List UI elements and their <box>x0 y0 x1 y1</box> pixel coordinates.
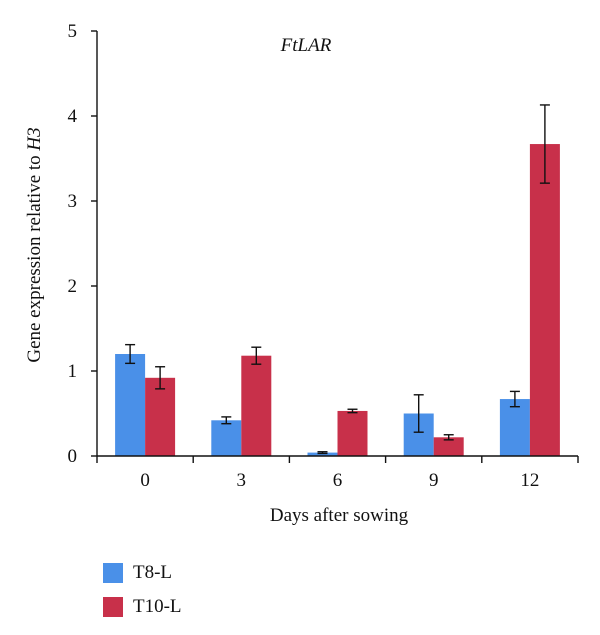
legend-label-t8-l: T8-L <box>133 562 173 583</box>
x-axis-label: Days after sowing <box>270 505 409 526</box>
bar-t10-l-day-6 <box>337 410 368 456</box>
y-axis-label: Gene expression relative to H3 <box>24 127 45 362</box>
y-tick-label-4: 4 <box>68 106 78 127</box>
legend-swatch-t10-l <box>103 597 123 617</box>
bar-t8-l-day-3 <box>211 420 242 456</box>
y-axis-label-text: Gene expression relative to <box>24 151 45 363</box>
bar-t10-l-day-9 <box>433 437 464 456</box>
y-tick-label-2: 2 <box>68 276 78 297</box>
bar-t8-l-day-0 <box>115 354 146 456</box>
y-tick-label-0: 0 <box>68 446 78 467</box>
y-tick-label-3: 3 <box>68 191 78 212</box>
x-tick-label-0: 0 <box>140 470 150 491</box>
bar-t10-l-day-0 <box>145 377 176 456</box>
y-tick-label-1: 1 <box>68 361 78 382</box>
bar-t10-l-day-12 <box>529 144 560 457</box>
bar-t8-l-day-12 <box>499 399 530 456</box>
y-axis-label-gene: H3 <box>24 127 45 151</box>
legend-swatch-t8-l <box>103 563 123 583</box>
x-tick-label-12: 12 <box>520 470 539 491</box>
bar-t10-l-day-3 <box>241 355 272 456</box>
chart-title: FtLAR <box>280 35 332 56</box>
x-tick-label-9: 9 <box>429 470 439 491</box>
y-tick-label-5: 5 <box>68 21 78 42</box>
legend-label-t10-l: T10-L <box>133 596 182 617</box>
legend-item-t8-l: T8-L <box>103 556 182 590</box>
legend: T8-L T10-L <box>103 556 182 624</box>
x-tick-label-6: 6 <box>333 470 343 491</box>
bar-t8-l-day-6 <box>307 452 338 456</box>
x-tick-label-3: 3 <box>237 470 247 491</box>
legend-item-t10-l: T10-L <box>103 590 182 624</box>
